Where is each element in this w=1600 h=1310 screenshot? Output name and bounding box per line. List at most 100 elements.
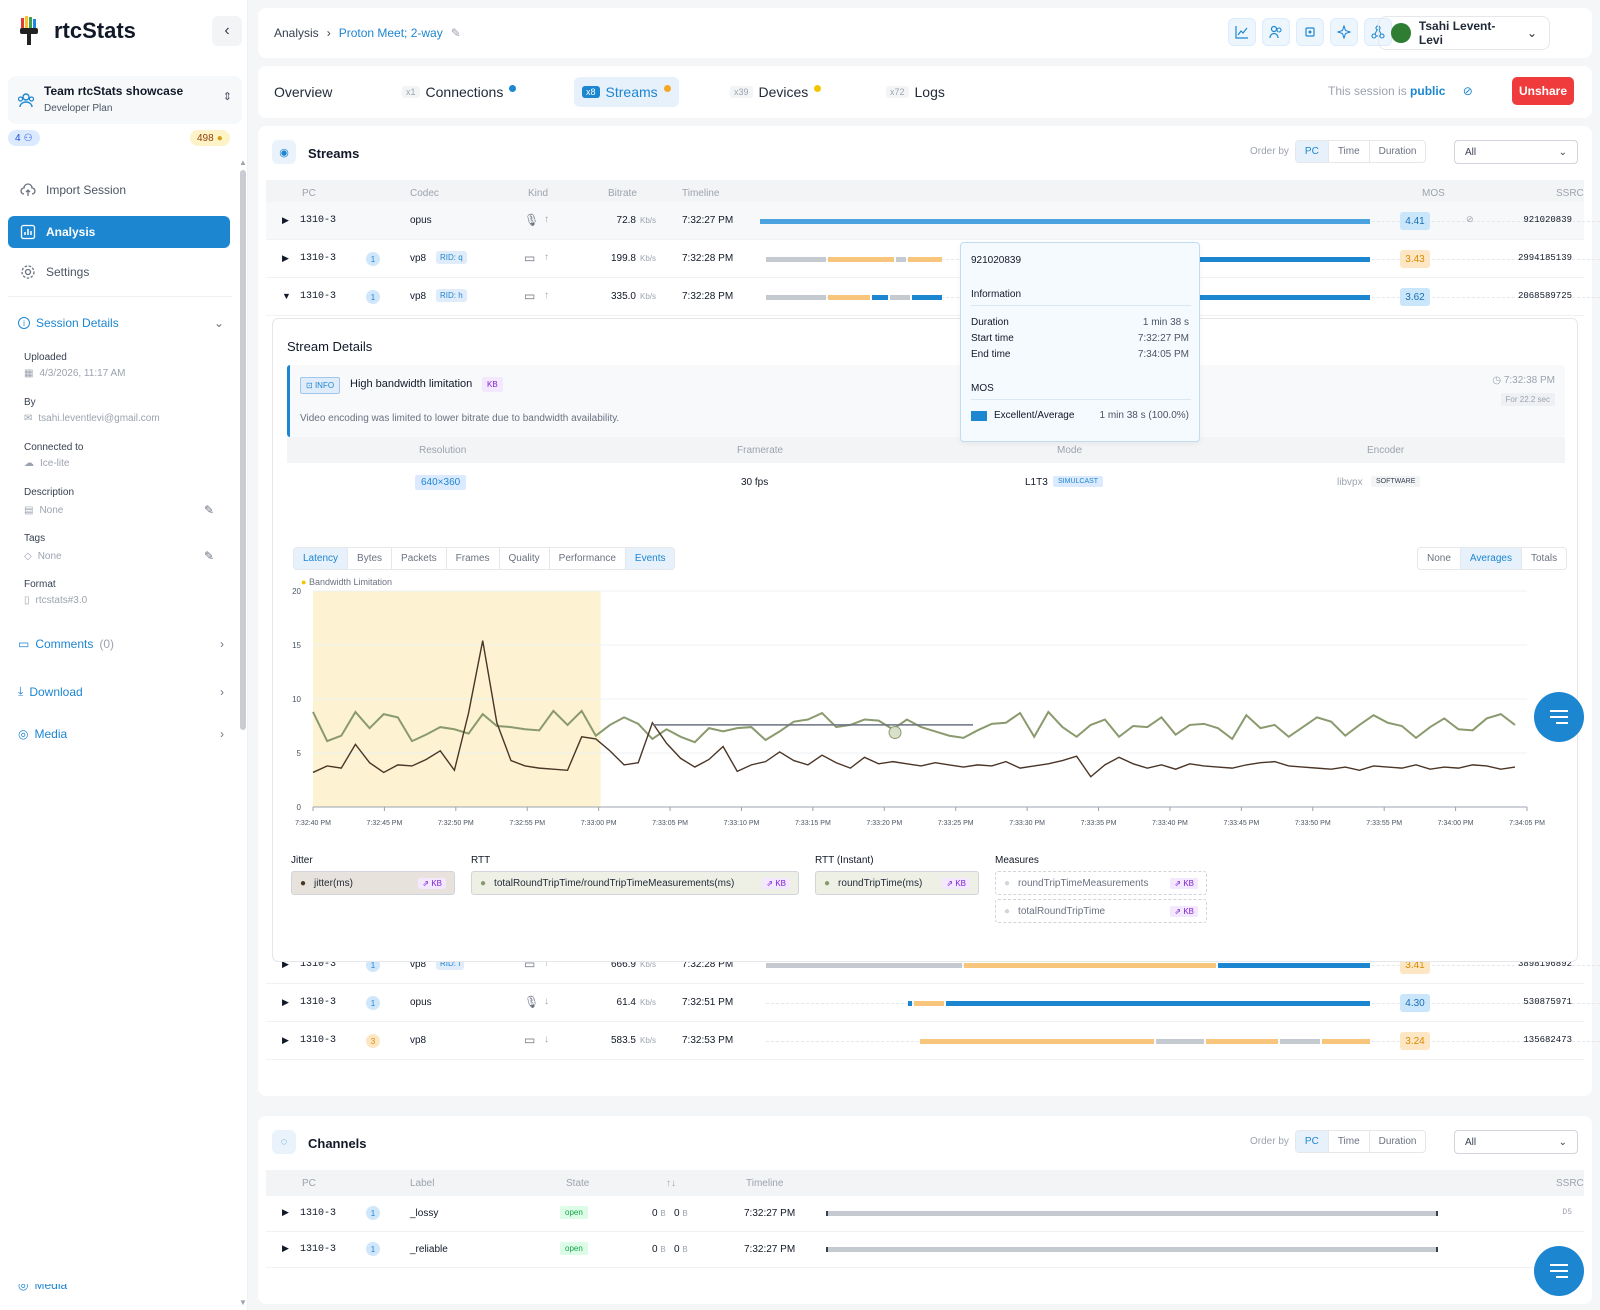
- timeline-segment[interactable]: [946, 1001, 1370, 1006]
- metric-tab-events[interactable]: Events: [625, 548, 675, 569]
- timeline-segment[interactable]: [1218, 963, 1370, 968]
- timeline-segment[interactable]: [890, 295, 910, 300]
- expand-icon[interactable]: ▶: [282, 1207, 289, 1217]
- metric-tab-packets[interactable]: Packets: [392, 548, 447, 569]
- stream-row[interactable]: ▼ 1310-3 1 vp8 RID: h ▭ ↑ 335.0 Kb/s 7:32:28 PM 3.…: [266, 278, 1600, 316]
- unshare-button[interactable]: Unshare: [1512, 77, 1574, 105]
- kb-badge[interactable]: KB: [482, 377, 503, 392]
- graph-tool-button[interactable]: [1228, 18, 1256, 46]
- timeline-segment[interactable]: [920, 1039, 1154, 1044]
- expand-icon[interactable]: ▶: [282, 253, 289, 263]
- members-badge[interactable]: 4 ⚇: [8, 130, 40, 146]
- timeline-segment[interactable]: [766, 963, 962, 968]
- channels-filter-select[interactable]: All ⌄: [1454, 1130, 1578, 1154]
- agg-tab-averages[interactable]: Averages: [1460, 548, 1522, 569]
- timeline-segment[interactable]: [828, 257, 894, 262]
- expand-icon[interactable]: ▶: [282, 997, 289, 1007]
- sidebar-scrollbar[interactable]: [240, 170, 246, 730]
- app-logo[interactable]: rtcStats: [18, 16, 136, 46]
- metric-tab-bytes[interactable]: Bytes: [348, 548, 393, 569]
- kb-badge[interactable]: ⇗ KB: [942, 877, 970, 889]
- credits-badge[interactable]: 498 ●: [190, 130, 230, 146]
- timeline-segment[interactable]: [1322, 1039, 1370, 1044]
- edit-description-icon[interactable]: ✎: [203, 503, 214, 517]
- expand-icon[interactable]: ▶: [282, 959, 289, 969]
- agg-tab-totals[interactable]: Totals: [1530, 553, 1558, 564]
- tab-devices[interactable]: x39 Devices: [722, 77, 829, 107]
- stream-row[interactable]: ▶ 1310-3 3 vp8 ▭ ↓ 583.5 Kb/s 7:32:53 PM 3.24 1356…: [266, 1022, 1600, 1060]
- scroll-up-icon[interactable]: ▲: [239, 158, 247, 167]
- kb-badge[interactable]: ⇗ KB: [1170, 877, 1198, 889]
- legend-jitter[interactable]: ● jitter(ms) ⇗ KB: [291, 871, 455, 895]
- scroll-down-icon[interactable]: ▼: [239, 1298, 247, 1307]
- latency-chart[interactable]: 0 5 10 15 20 7:32:40 PM 7:32:45 PM 7:32:50 PM 7:…: [283, 585, 1553, 845]
- expand-icon[interactable]: ▶: [282, 215, 289, 225]
- timeline-segment[interactable]: [896, 257, 906, 262]
- stream-row[interactable]: ▶ 1310-3 1 opus 🎙 ↓ 61.4 Kb/s 7:32:51 PM 4.30 5308…: [266, 984, 1600, 1022]
- timeline-segment[interactable]: [826, 1247, 1438, 1252]
- session-details-toggle[interactable]: i Session Details ⌄: [18, 316, 224, 330]
- order-duration[interactable]: Duration: [1378, 146, 1417, 157]
- edit-tags-icon[interactable]: ✎: [203, 549, 214, 563]
- comments-section[interactable]: ▭ Comments (0) ›: [18, 637, 224, 651]
- timeline-segment[interactable]: [908, 1001, 912, 1006]
- expand-icon[interactable]: ▶: [282, 1035, 289, 1045]
- metric-tab-latency[interactable]: Latency: [294, 548, 349, 569]
- expand-icon[interactable]: ▶: [282, 1243, 289, 1253]
- timeline-segment[interactable]: [1178, 257, 1370, 262]
- timeline-segment[interactable]: [1206, 1039, 1278, 1044]
- menu-fab-button[interactable]: [1534, 692, 1584, 742]
- timeline-segment[interactable]: [914, 1001, 944, 1006]
- link-icon[interactable]: ⊘: [1466, 214, 1474, 224]
- nav-import-session[interactable]: Import Session: [8, 174, 230, 206]
- legend-rtt[interactable]: ● totalRoundTripTime/roundTripTimeMeasure…: [471, 871, 799, 895]
- nav-analysis[interactable]: Analysis: [8, 216, 230, 248]
- timeline-segment[interactable]: [1280, 1039, 1320, 1044]
- timeline-segment[interactable]: [912, 295, 942, 300]
- chip-tool-button[interactable]: [1296, 18, 1324, 46]
- breadcrumb-root[interactable]: Analysis: [274, 26, 319, 40]
- timeline-segment[interactable]: [964, 963, 1216, 968]
- legend-measure-2[interactable]: ● totalRoundTripTime ⇗ KB: [995, 899, 1207, 923]
- kb-badge[interactable]: ⇗ KB: [418, 877, 446, 889]
- timeline-segment[interactable]: [1156, 1039, 1204, 1044]
- order-duration[interactable]: Duration: [1378, 1136, 1417, 1147]
- tab-logs[interactable]: x72 Logs: [878, 77, 953, 107]
- order-time[interactable]: Time: [1329, 141, 1370, 162]
- timeline-segment[interactable]: [826, 1211, 1438, 1216]
- metric-tab-quality[interactable]: Quality: [500, 548, 550, 569]
- metric-tab-performance[interactable]: Performance: [550, 548, 626, 569]
- collapse-sidebar-button[interactable]: ‹: [212, 16, 242, 46]
- edit-title-icon[interactable]: ✎: [450, 26, 461, 40]
- timeline-segment[interactable]: [908, 257, 942, 262]
- order-pc[interactable]: PC: [1295, 141, 1329, 162]
- tab-overview[interactable]: Overview: [266, 77, 340, 107]
- timeline-segment[interactable]: [766, 257, 826, 262]
- nav-settings[interactable]: Settings: [8, 256, 230, 288]
- order-time[interactable]: Time: [1329, 1131, 1370, 1152]
- timeline-segment[interactable]: [872, 295, 888, 300]
- media-section-bottom[interactable]: ◎ Media: [18, 1284, 224, 1292]
- timeline-segment[interactable]: [760, 219, 1370, 224]
- order-pc[interactable]: PC: [1295, 1131, 1329, 1152]
- metric-tab-frames[interactable]: Frames: [447, 548, 500, 569]
- stream-row[interactable]: ▶ 1310-3 1 vp8 RID: q ▭ ↑ 199.8 Kb/s 7:32:28 PM 3.…: [266, 240, 1600, 278]
- user-menu[interactable]: Tsahi Levent-Levi ⌄: [1378, 16, 1550, 50]
- link-icon[interactable]: ⊘: [1462, 84, 1473, 98]
- legend-rtt-instant[interactable]: ● roundTripTime(ms) ⇗ KB: [815, 871, 979, 895]
- legend-measure-1[interactable]: ● roundTripTimeMeasurements ⇗ KB: [995, 871, 1207, 895]
- timeline-segment[interactable]: [766, 295, 826, 300]
- kb-badge[interactable]: ⇗ KB: [1170, 905, 1198, 917]
- team-switcher[interactable]: Team rtcStats showcase Developer Plan ⇕: [8, 76, 242, 124]
- timeline-segment[interactable]: [828, 295, 870, 300]
- participants-tool-button[interactable]: [1262, 18, 1290, 46]
- tab-streams[interactable]: x8 Streams: [574, 77, 679, 107]
- media-section[interactable]: ◎ Media ›: [18, 728, 224, 740]
- tab-connections[interactable]: x1 Connections: [394, 77, 524, 107]
- agg-tab-none[interactable]: None: [1418, 548, 1461, 569]
- stream-row[interactable]: ▶ 1310-3 opus 🎙 ↑ 72.8 Kb/s 7:32:27 PM 4.41 ⊘ 9210…: [266, 202, 1600, 240]
- download-section[interactable]: ⤓ Download ›: [18, 684, 224, 699]
- timeline-segment[interactable]: [1178, 295, 1370, 300]
